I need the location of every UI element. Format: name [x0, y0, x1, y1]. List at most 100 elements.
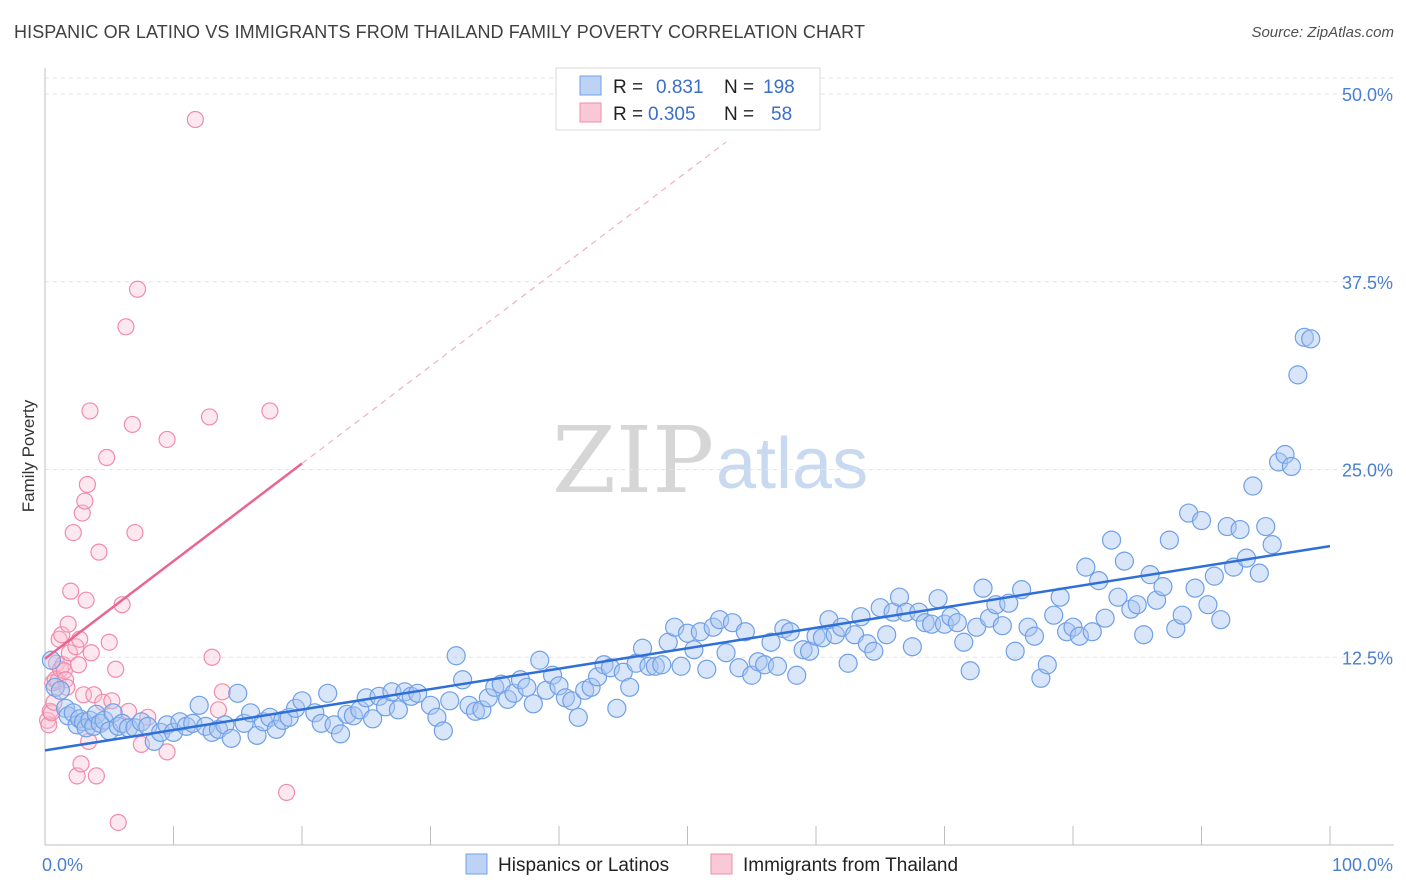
thailand-point-27 — [76, 492, 94, 510]
hispanic-point-153 — [992, 616, 1012, 636]
hispanic-point-146 — [947, 613, 967, 633]
hispanic-point-155 — [1005, 641, 1025, 661]
hispanic-point-95 — [620, 677, 640, 697]
y-tick-label-2: 37.5% — [1342, 273, 1393, 293]
thailand-point-57 — [261, 402, 279, 420]
series-legend: Hispanics or Latinos Immigrants from Tha… — [465, 853, 958, 876]
hispanic-point-194 — [1256, 516, 1276, 537]
thailand-point-41 — [109, 813, 127, 832]
hispanic-point-179 — [1159, 530, 1179, 550]
hispanic-point-141 — [915, 613, 935, 633]
hispanic-point-148 — [960, 661, 980, 681]
thailand-point-34 — [87, 767, 106, 785]
hispanic-point-184 — [1191, 510, 1212, 531]
hispanic-point-161 — [1044, 605, 1064, 625]
trend-line-thailand — [44, 462, 303, 660]
y-tick-label-1: 25.0% — [1342, 461, 1393, 481]
stats-n-value-thailand: 58 — [771, 104, 792, 125]
hispanic-point-122 — [793, 640, 813, 660]
hispanic-point-158 — [1024, 626, 1045, 646]
chart-title: HISPANIC OR LATINO VS IMMIGRANTS FROM TH… — [14, 22, 866, 42]
legend-label-hispanic: Hispanics or Latinos — [498, 855, 669, 876]
source-credit: Source: ZipAtlas.com — [1251, 24, 1394, 41]
hispanic-point-169 — [1095, 608, 1115, 628]
hispanic-point-89 — [581, 677, 601, 697]
thailand-point-28 — [77, 591, 95, 609]
hispanic-point-106 — [690, 622, 710, 642]
hispanic-point-64 — [420, 695, 441, 715]
hispanic-point-174 — [1127, 595, 1147, 615]
thailand-point-52 — [186, 110, 204, 129]
thailand-point-18 — [62, 582, 80, 600]
hispanic-point-170 — [1101, 530, 1122, 550]
thailand-point-35 — [90, 543, 108, 561]
stats-r-value-hispanic: 0.831 — [656, 77, 704, 98]
thailand-point-17 — [60, 644, 79, 662]
thailand-point-5 — [45, 693, 63, 711]
thailand-point-56 — [213, 683, 231, 701]
hispanic-point-73 — [478, 688, 498, 708]
hispanic-point-166 — [1076, 557, 1096, 577]
thailand-point-42 — [113, 596, 131, 614]
hispanic-point-81 — [530, 650, 550, 670]
series-thailand-points — [38, 110, 296, 832]
legend-label-thailand: Immigrants from Thailand — [743, 855, 958, 876]
thailand-point-47 — [128, 280, 147, 298]
legend-swatch-thailand — [710, 853, 733, 875]
thailand-point-32 — [82, 644, 100, 662]
thailand-point-31 — [81, 402, 99, 420]
thailand-point-53 — [200, 408, 219, 426]
y-axis-label: Family Poverty — [19, 399, 38, 512]
thailand-point-29 — [78, 475, 97, 494]
trend-lines — [44, 141, 1331, 752]
hispanic-point-183 — [1185, 578, 1205, 598]
stats-swatch-hispanic — [579, 75, 602, 96]
hispanic-point-103 — [671, 656, 691, 676]
y-tick-label-3: 50.0% — [1342, 85, 1393, 105]
hispanic-point-131 — [851, 607, 871, 627]
thailand-point-40 — [107, 660, 125, 678]
stats-r-label-hispanic: R = — [613, 77, 643, 98]
hispanic-point-121 — [787, 665, 807, 685]
hispanic-point-93 — [607, 698, 627, 718]
stats-legend: R = 0.831 N = 198 R = 0.305 N = 58 — [555, 67, 821, 131]
watermark-atlas: atlas — [716, 424, 868, 504]
hispanic-point-110 — [716, 643, 736, 663]
hispanic-point-181 — [1172, 605, 1192, 625]
hispanic-point-186 — [1204, 566, 1224, 586]
hispanic-point-200 — [1294, 327, 1314, 347]
hispanic-point-52 — [337, 704, 357, 724]
trend-line-hispanic — [44, 544, 1331, 752]
hispanic-point-167 — [1082, 622, 1102, 642]
hispanic-point-192 — [1243, 476, 1263, 496]
hispanic-point-185 — [1198, 595, 1218, 615]
series-hispanic-points — [41, 327, 1321, 751]
hispanic-point-113 — [735, 622, 755, 642]
hispanic-point-36 — [228, 683, 248, 703]
hispanic-point-80 — [523, 694, 543, 714]
hispanic-point-171 — [1108, 587, 1128, 607]
hispanic-point-133 — [864, 641, 884, 661]
hispanic-point-72 — [472, 700, 492, 720]
hispanic-point-190 — [1230, 519, 1250, 540]
hispanic-point-197 — [1275, 444, 1295, 465]
hispanic-point-87 — [568, 707, 588, 727]
hispanic-point-86 — [562, 691, 582, 711]
hispanic-point-97 — [632, 638, 653, 658]
hispanic-point-1 — [45, 677, 65, 697]
y-tick-label-0: 12.5% — [1342, 648, 1393, 668]
thailand-point-38 — [100, 633, 118, 651]
hispanic-point-195 — [1262, 534, 1282, 555]
gridlines — [45, 77, 1394, 658]
hispanic-point-68 — [446, 646, 466, 666]
legend-swatch-hispanic — [465, 853, 488, 875]
hispanic-point-49 — [318, 683, 338, 703]
thailand-point-11 — [53, 626, 71, 644]
hispanic-point-135 — [877, 625, 897, 645]
hispanic-point-178 — [1153, 577, 1173, 597]
thailand-point-16 — [59, 615, 77, 633]
hispanic-point-198 — [1281, 456, 1302, 477]
hispanic-point-35 — [221, 728, 241, 748]
hispanic-point-105 — [684, 640, 704, 660]
